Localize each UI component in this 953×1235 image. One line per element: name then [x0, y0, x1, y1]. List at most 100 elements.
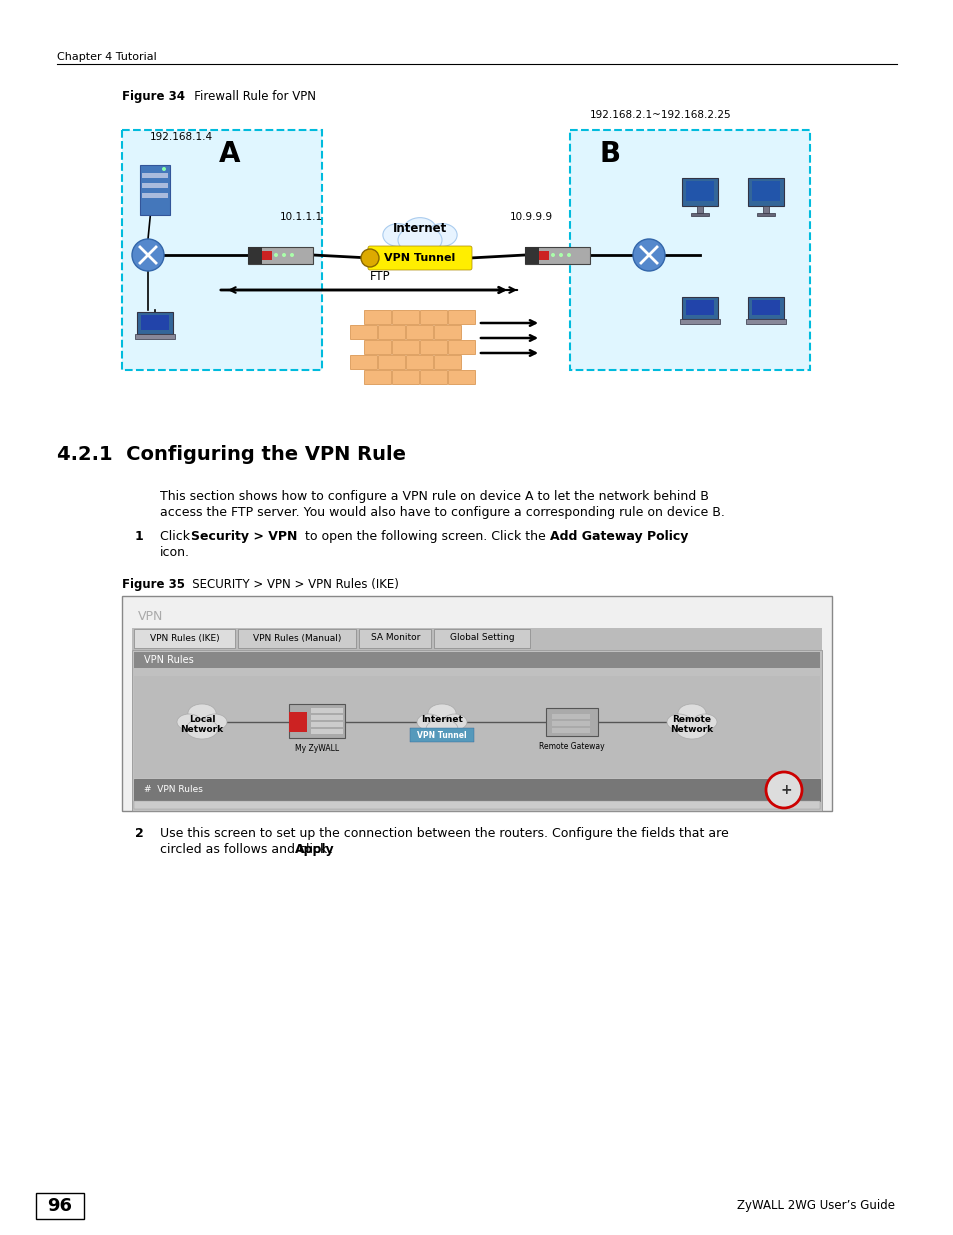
Bar	[36, 1193, 84, 1219]
Bar	[434, 629, 529, 648]
Text: Add Gateway Policy: Add Gateway Policy	[550, 530, 688, 543]
Bar	[690, 212, 708, 216]
Ellipse shape	[442, 714, 467, 730]
Ellipse shape	[666, 714, 690, 730]
Bar	[132, 650, 821, 811]
Ellipse shape	[692, 714, 717, 730]
Bar	[237, 629, 356, 648]
Bar	[552, 721, 589, 726]
Bar	[524, 247, 589, 264]
Circle shape	[290, 253, 294, 257]
Bar	[133, 652, 820, 668]
Bar	[745, 319, 785, 324]
Text: Security > VPN: Security > VPN	[191, 530, 297, 543]
Circle shape	[162, 167, 166, 170]
Text: VPN Rules (IKE): VPN Rules (IKE)	[150, 634, 219, 642]
Bar	[681, 178, 718, 206]
Circle shape	[633, 240, 664, 270]
Text: Figure 35: Figure 35	[122, 578, 185, 592]
Ellipse shape	[177, 714, 201, 730]
Bar	[747, 178, 783, 206]
Bar	[697, 206, 702, 212]
Ellipse shape	[382, 224, 413, 247]
Bar	[392, 310, 418, 324]
Text: Figure 34: Figure 34	[122, 90, 185, 103]
Text: #  VPN Rules: # VPN Rules	[144, 785, 203, 794]
Text: Click: Click	[160, 530, 193, 543]
Bar	[248, 247, 262, 264]
Text: 192.168.1.4: 192.168.1.4	[150, 132, 213, 142]
Bar	[364, 370, 391, 384]
Text: Firewall Rule for VPN: Firewall Rule for VPN	[183, 90, 315, 103]
Circle shape	[566, 253, 571, 257]
Bar	[133, 629, 234, 648]
Bar	[751, 300, 780, 315]
Ellipse shape	[676, 719, 707, 739]
Text: VPN Rules (Manual): VPN Rules (Manual)	[253, 634, 341, 642]
Bar	[311, 708, 343, 713]
Bar	[434, 354, 460, 369]
Bar	[289, 704, 345, 739]
Bar	[133, 802, 820, 809]
Bar	[762, 206, 768, 212]
Bar	[289, 713, 307, 732]
Bar	[419, 310, 447, 324]
Text: VPN Tunnel: VPN Tunnel	[384, 253, 456, 263]
Ellipse shape	[428, 704, 456, 722]
Text: 192.168.2.1~192.168.2.25: 192.168.2.1~192.168.2.25	[589, 110, 731, 120]
Bar	[448, 310, 475, 324]
Bar	[142, 183, 168, 188]
Circle shape	[558, 253, 562, 257]
Bar	[262, 251, 272, 261]
Text: Global Setting: Global Setting	[449, 634, 514, 642]
Bar	[757, 212, 774, 216]
Text: to open the following screen. Click the: to open the following screen. Click the	[301, 530, 549, 543]
Circle shape	[282, 253, 286, 257]
Text: 2: 2	[135, 827, 144, 840]
Bar	[419, 370, 447, 384]
Text: Apply: Apply	[294, 844, 335, 856]
Bar	[364, 340, 391, 354]
Text: Local: Local	[189, 715, 215, 725]
Text: Remote: Remote	[672, 715, 711, 725]
Bar	[311, 715, 343, 720]
FancyBboxPatch shape	[569, 130, 809, 370]
Bar	[545, 708, 598, 736]
Text: Chapter 4 Tutorial: Chapter 4 Tutorial	[57, 52, 156, 62]
Bar	[350, 325, 376, 338]
Text: 1: 1	[135, 530, 144, 543]
Ellipse shape	[203, 714, 227, 730]
Bar	[552, 727, 589, 734]
Ellipse shape	[426, 719, 457, 739]
Ellipse shape	[426, 224, 456, 247]
Circle shape	[360, 249, 378, 267]
Bar	[392, 340, 418, 354]
Bar	[679, 319, 720, 324]
Text: 4.2.1  Configuring the VPN Rule: 4.2.1 Configuring the VPN Rule	[57, 445, 406, 464]
Bar	[681, 296, 718, 319]
Bar	[524, 247, 538, 264]
Ellipse shape	[188, 704, 215, 722]
Bar	[685, 300, 713, 315]
Text: Internet: Internet	[393, 221, 447, 235]
Bar	[538, 251, 548, 261]
Text: Network: Network	[670, 725, 713, 735]
Text: 96: 96	[48, 1197, 72, 1215]
Bar	[141, 315, 169, 330]
Text: VPN: VPN	[138, 610, 163, 622]
Bar	[751, 182, 780, 201]
Circle shape	[274, 253, 277, 257]
Text: My ZyWALL: My ZyWALL	[294, 743, 338, 753]
Ellipse shape	[186, 719, 218, 739]
Text: A: A	[219, 140, 240, 168]
Text: 10.1.1.1: 10.1.1.1	[280, 212, 323, 222]
Bar	[434, 325, 460, 338]
Text: This section shows how to configure a VPN rule on device A to let the network be: This section shows how to configure a VP…	[160, 490, 708, 503]
Text: VPN Rules: VPN Rules	[144, 655, 193, 664]
Bar	[133, 676, 820, 778]
Bar	[406, 325, 433, 338]
Bar	[122, 597, 831, 811]
Text: SA Monitor: SA Monitor	[371, 634, 419, 642]
Bar	[142, 173, 168, 178]
Bar	[364, 310, 391, 324]
